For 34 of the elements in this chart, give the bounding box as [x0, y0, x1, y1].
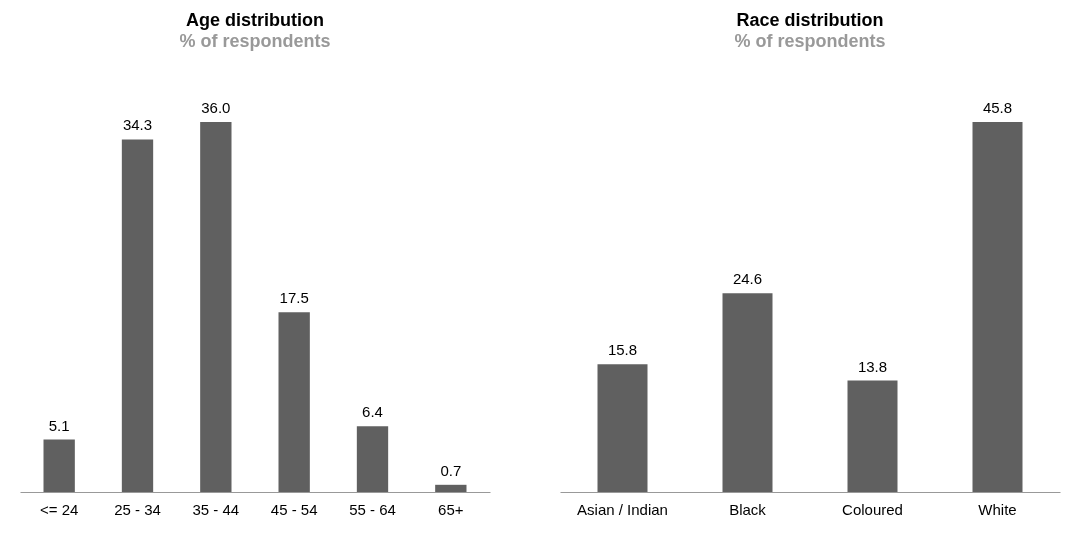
bar: [597, 364, 648, 492]
x-tick-label: Coloured: [842, 500, 903, 518]
bar: [972, 122, 1023, 492]
bar: [200, 122, 232, 492]
chart-title: Age distribution: [186, 10, 324, 30]
bar: [121, 139, 154, 492]
x-tick-label: 35 - 44: [192, 500, 240, 518]
data-label: 34.3: [122, 116, 153, 134]
data-label: 0.7: [440, 461, 462, 479]
bar: [278, 312, 310, 492]
chart-subtitle: % of respondents: [734, 31, 886, 51]
x-tick-label: White: [978, 500, 1017, 518]
x-tick-label: 25 - 34: [114, 500, 161, 518]
data-label: 15.8: [607, 341, 638, 359]
data-label: 5.1: [48, 416, 70, 434]
x-tick-label: <= 24: [39, 500, 79, 518]
chart-subtitle: % of respondents: [179, 31, 331, 51]
data-label: 36.0: [201, 99, 231, 116]
data-label: 6.4: [362, 403, 383, 421]
data-label: 45.8: [982, 99, 1013, 116]
data-label: 17.5: [279, 289, 309, 307]
chart-title: Race distribution: [736, 10, 884, 30]
x-tick-label: 55 - 64: [349, 500, 396, 518]
x-tick-label: Black: [729, 500, 767, 518]
data-label: 24.6: [732, 270, 763, 288]
bar: [356, 426, 389, 492]
x-tick-label: 45 - 54: [270, 500, 318, 518]
x-tick-label: 65+: [438, 500, 464, 518]
data-label: 13.8: [857, 357, 888, 375]
bar: [847, 380, 898, 492]
bar: [722, 293, 773, 492]
bar: [435, 484, 467, 492]
bar: [43, 439, 75, 492]
x-tick-label: Asian / Indian: [577, 500, 668, 518]
